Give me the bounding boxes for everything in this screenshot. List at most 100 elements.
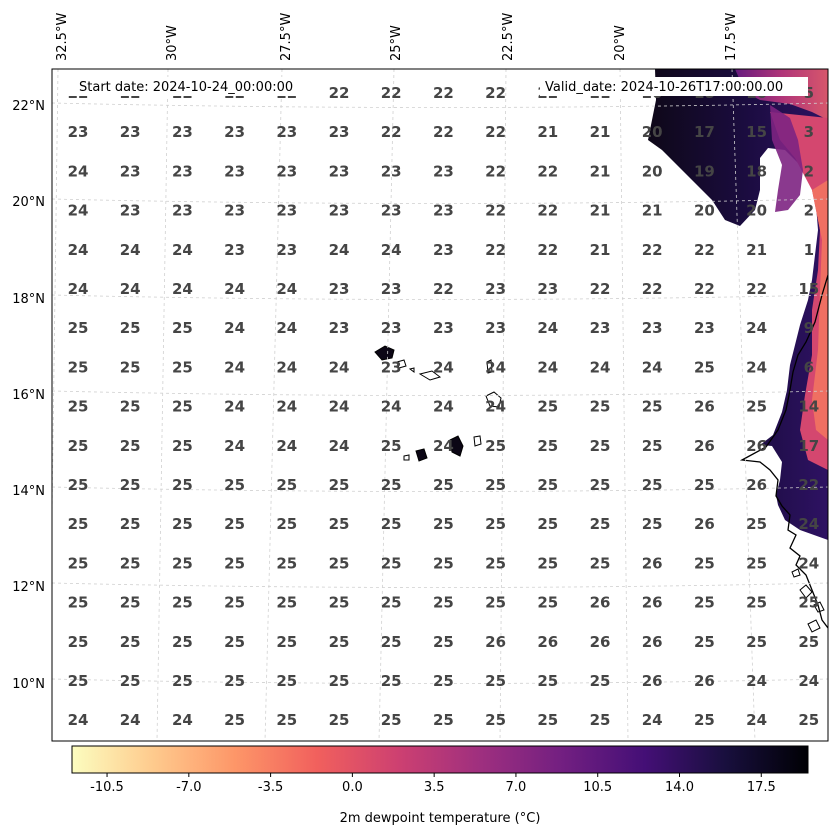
grid-value: 24 — [276, 280, 297, 298]
interior-coral-zone — [812, 180, 828, 440]
parallel-20n — [52, 198, 828, 204]
island-boa-vista — [485, 391, 502, 408]
grid-value: 26 — [590, 594, 611, 612]
grid-value: 24 — [276, 398, 297, 416]
grid-value: 23 — [329, 319, 350, 337]
map-border — [51, 68, 829, 742]
cape-verde-islands — [374, 345, 502, 462]
grid-value: 23 — [172, 162, 193, 180]
grid-value: 24 — [798, 515, 819, 533]
grid-value: 25 — [120, 515, 141, 533]
grid-value: 25 — [68, 594, 89, 612]
grid-value: 22 — [694, 280, 715, 298]
lat-label-22n: 22°N — [12, 99, 45, 114]
grid-value: 26 — [746, 437, 767, 455]
island-sao-vicente — [396, 359, 407, 369]
grid-value: 24 — [68, 241, 89, 259]
meridian-27-5w — [264, 69, 283, 741]
grid-value: 25 — [172, 594, 193, 612]
grid-value: 24 — [329, 358, 350, 376]
grid-value: 2 — [804, 202, 814, 220]
colorbar-tick-label: 7.0 — [506, 780, 527, 795]
grid-value: 20 — [642, 162, 663, 180]
grid-value: 23 — [329, 123, 350, 141]
grid-value: 25 — [642, 437, 663, 455]
grid-value: 25 — [120, 319, 141, 337]
grid-value: 25 — [120, 554, 141, 572]
grid-value: 23 — [120, 202, 141, 220]
grid-value: 25 — [537, 672, 558, 690]
grid-value: 25 — [224, 711, 245, 729]
lat-label-10n: 10°N — [12, 677, 45, 692]
grid-value: 25 — [172, 515, 193, 533]
lon-label-17-5w: 17.5°W — [724, 13, 739, 61]
grid-value: 17 — [694, 123, 715, 141]
valid-date-box-bg — [540, 77, 808, 96]
grid-value: 23 — [276, 202, 297, 220]
grid-value: 25 — [68, 319, 89, 337]
grid-value: 25 — [485, 554, 506, 572]
grid-value: 2 — [804, 162, 814, 180]
grid-value: 25 — [276, 711, 297, 729]
grid-value: 25 — [329, 515, 350, 533]
grid-value: 23 — [433, 241, 454, 259]
grid-value: 24 — [329, 398, 350, 416]
colorbar-tick-label: 14.0 — [665, 780, 694, 795]
grid-value: 25 — [276, 633, 297, 651]
grid-value: 25 — [381, 672, 402, 690]
grid-value: 25 — [120, 672, 141, 690]
grid-value: 24 — [224, 319, 245, 337]
grid-value: 22 — [485, 84, 506, 102]
grid-value: 22 — [537, 162, 558, 180]
grid-value: 25 — [68, 437, 89, 455]
grid-value: 22 — [642, 280, 663, 298]
parallel-10n — [52, 678, 828, 684]
grid-value: 24 — [798, 554, 819, 572]
grid-value: 15 — [798, 280, 819, 298]
grid-value: 24 — [120, 280, 141, 298]
grid-value: 20 — [746, 202, 767, 220]
grid-value: 23 — [694, 319, 715, 337]
grid-value: 25 — [120, 437, 141, 455]
grid-value: 24 — [433, 398, 454, 416]
grid-value: 25 — [433, 476, 454, 494]
lon-label-32-5w: 32.5°W — [55, 13, 70, 61]
grid-value: 25 — [224, 554, 245, 572]
grid-value: 24 — [485, 358, 506, 376]
grid-value: 3 — [804, 123, 814, 141]
island-santiago — [449, 435, 464, 457]
grid-value: 24 — [642, 711, 663, 729]
grid-value: 25 — [433, 594, 454, 612]
grid-value: 23 — [381, 319, 402, 337]
grid-value: 25 — [329, 672, 350, 690]
grid-value: 6 — [804, 358, 814, 376]
grid-value: 25 — [68, 398, 89, 416]
grid-value: 23 — [642, 319, 663, 337]
grid-value: 25 — [537, 594, 558, 612]
grid-value: 17 — [798, 437, 819, 455]
grid-value: 25 — [172, 437, 193, 455]
grid-value: 25 — [694, 594, 715, 612]
grid-value: 22 — [537, 241, 558, 259]
grid-value: 22 — [329, 84, 350, 102]
colorbar-tick-label: -10.5 — [90, 780, 124, 795]
grid-value: 24 — [276, 437, 297, 455]
colorbar: -10.5 -7.0 -3.5 0.0 3.5 7.0 10.5 14.0 17.5 2m de… — [71, 745, 809, 826]
grid-value: 25 — [329, 476, 350, 494]
meridian-20w — [619, 69, 629, 741]
grid-value: 25 — [329, 594, 350, 612]
grid-value: 22 — [381, 84, 402, 102]
longitude-labels: 32.5°W 30°W 27.5°W 25°W 22.5°W 20°W 17.5… — [55, 13, 739, 61]
grid-value: 25 — [68, 672, 89, 690]
grid-value: 23 — [68, 123, 89, 141]
grid-value: 25 — [120, 594, 141, 612]
island-fogo — [415, 448, 428, 462]
grid-value: 24 — [224, 358, 245, 376]
grid-value: 25 — [798, 711, 819, 729]
grid-value: 25 — [381, 437, 402, 455]
grid-value: 25 — [746, 515, 767, 533]
grid-value: 22 — [485, 162, 506, 180]
grid-value: 25 — [694, 711, 715, 729]
grid-value: 26 — [485, 633, 506, 651]
island-sao-nicolau — [418, 370, 442, 381]
